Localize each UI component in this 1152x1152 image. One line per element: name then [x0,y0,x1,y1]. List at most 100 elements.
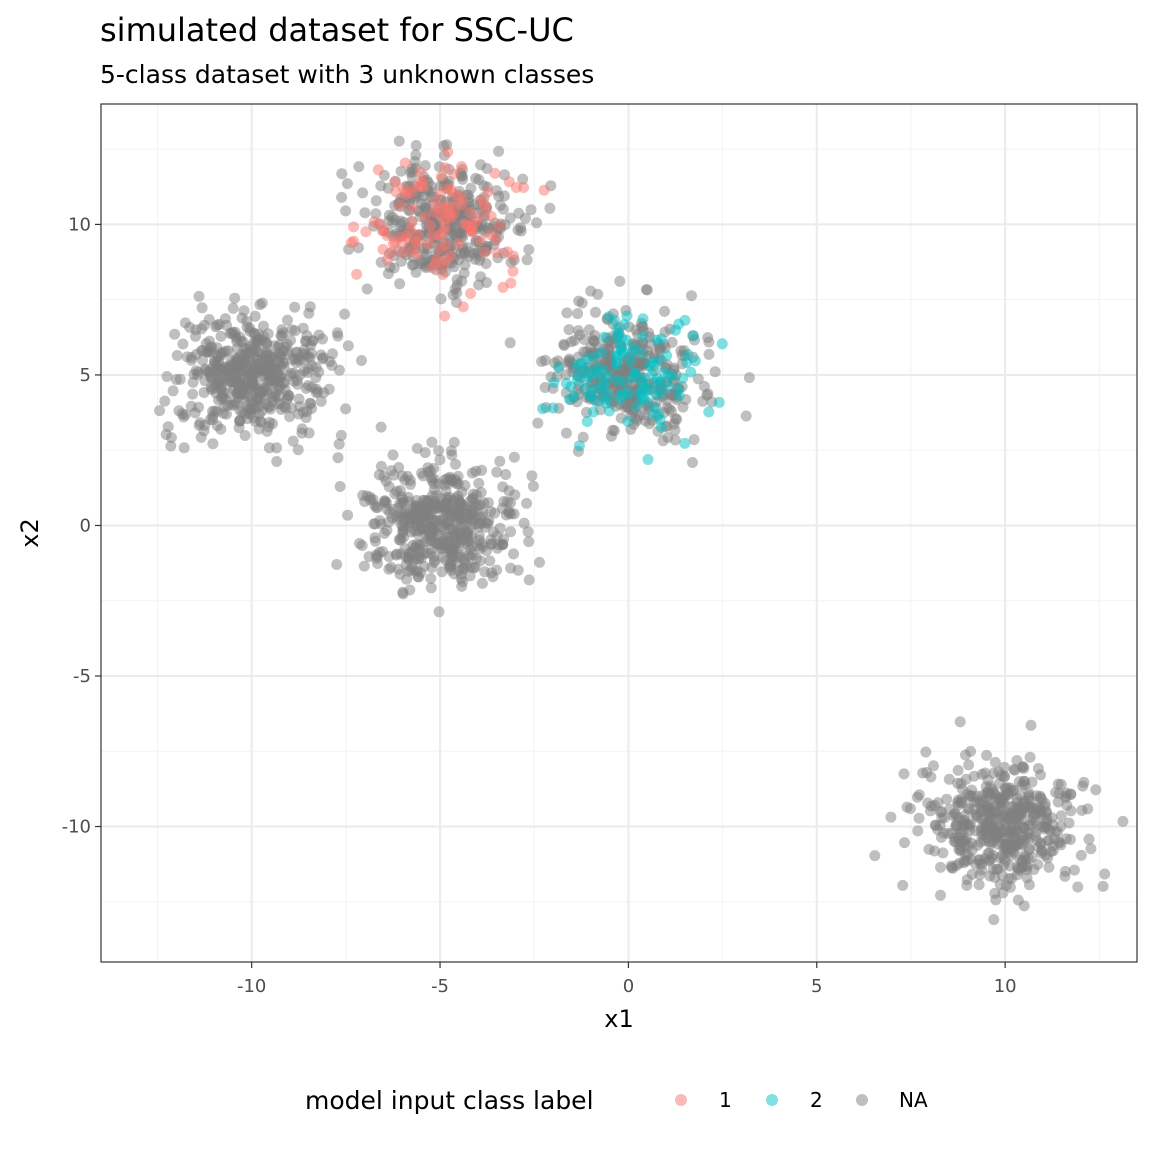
point-class-na [560,427,572,439]
point-class-na [494,455,506,467]
point-class-na [1117,815,1129,827]
point-class-na [913,812,925,824]
point-class-na [375,460,387,472]
point-class-na [1012,894,1024,906]
x-tick-label: -10 [237,976,266,997]
point-class-na [500,469,512,480]
point-class-na [361,283,373,295]
point-class-na [498,190,510,202]
point-class-na [263,400,274,412]
point-class-2 [655,387,667,399]
point-class-na [224,328,236,339]
point-class-na [448,550,460,562]
point-class-2 [677,372,689,384]
point-class-na [644,418,655,430]
point-class-na [531,217,543,229]
point-class-na [703,348,715,360]
point-class-1 [437,269,449,280]
point-class-na [394,534,406,546]
point-class-2 [651,334,663,346]
point-class-na [525,204,537,216]
point-class-2 [682,348,694,360]
point-class-na [426,562,438,574]
y-tick-label: 0 [80,515,91,536]
point-class-na [561,307,573,319]
point-class-na [1085,843,1097,855]
point-class-1 [439,162,451,174]
point-class-na [383,551,395,562]
legend-label-1: 1 [719,1088,732,1112]
point-class-na [290,346,302,358]
point-class-2 [689,355,701,367]
point-class-na [999,807,1011,819]
point-class-na [473,521,485,533]
point-class-na [572,308,584,320]
point-class-na [404,584,416,596]
point-class-1 [435,187,447,199]
point-class-1 [372,164,384,176]
point-class-2 [622,415,634,427]
point-class-na [185,354,197,366]
point-class-na [984,870,996,882]
point-class-1 [505,277,517,289]
point-class-na [981,749,993,761]
point-class-na [470,172,482,184]
point-class-na [1004,860,1016,872]
point-class-na [943,773,955,785]
y-tick-label: -5 [73,666,91,687]
point-class-na [178,442,190,454]
point-class-na [920,746,932,758]
point-class-1 [390,186,402,198]
point-class-na [196,302,208,314]
point-class-na [473,477,485,489]
point-class-na [465,508,477,520]
point-class-na [433,606,445,618]
point-class-na [359,207,371,219]
point-class-na [952,764,964,776]
point-class-na [410,266,422,278]
point-class-na [1034,792,1046,804]
point-class-na [177,338,189,350]
point-class-na [518,517,530,529]
point-class-2 [637,330,649,342]
point-class-na [335,429,347,441]
point-class-na [286,402,297,414]
point-class-1 [485,229,496,241]
point-class-1 [491,247,503,259]
point-class-na [487,571,499,583]
point-class-2 [591,362,603,374]
point-class-na [241,315,253,327]
point-class-na [425,582,437,594]
point-class-na [1016,839,1028,850]
point-class-na [356,540,368,551]
point-class-na [1040,849,1052,861]
point-class-na [395,165,407,177]
point-class-na [464,570,476,582]
point-class-na [989,756,1001,768]
point-class-na [456,510,468,522]
point-class-2 [635,347,647,359]
point-class-na [334,481,346,492]
point-class-na [196,345,207,357]
point-class-na [454,498,466,509]
point-class-2 [598,331,610,343]
point-class-1 [489,167,501,179]
point-class-1 [479,246,491,258]
point-class-na [170,374,182,386]
point-class-na [378,527,390,539]
point-class-na [1011,869,1023,881]
point-class-na [383,481,395,493]
point-class-1 [387,238,399,249]
point-class-na [396,470,408,482]
point-class-na [954,716,966,728]
point-class-na [976,864,988,876]
point-class-na [970,808,982,820]
point-class-na [313,329,325,341]
point-class-na [339,308,351,320]
point-class-na [979,767,991,779]
point-class-na [523,244,535,256]
point-class-na [743,372,755,384]
point-class-2 [573,440,585,452]
point-class-na [1014,854,1026,866]
point-class-1 [478,198,490,210]
